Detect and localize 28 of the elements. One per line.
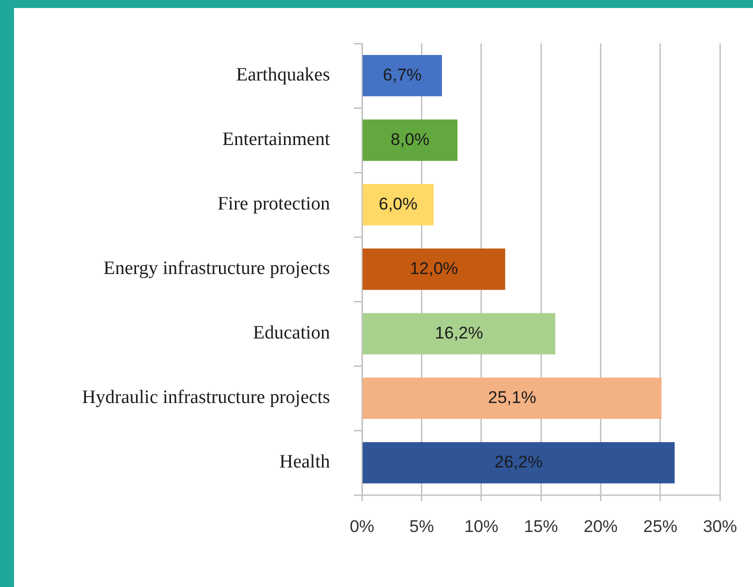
bar bbox=[362, 313, 556, 354]
y-tick-label: Energy infrastructure projects bbox=[103, 258, 330, 280]
y-tick-label: Fire protection bbox=[218, 194, 330, 215]
x-tick-label: 30% bbox=[702, 516, 738, 536]
bar bbox=[362, 378, 662, 419]
data-label: 16,2% bbox=[434, 323, 484, 342]
y-tick-label: Education bbox=[252, 322, 330, 344]
data-label: 6,0% bbox=[378, 194, 418, 214]
data-label: 6,7% bbox=[382, 65, 422, 84]
x-tick-label: 20% bbox=[584, 516, 618, 536]
x-tick-label: 5% bbox=[409, 516, 434, 536]
x-tick-label: 15% bbox=[524, 516, 558, 536]
x-tick-label: 10% bbox=[464, 516, 498, 536]
y-tick-label: Health bbox=[279, 452, 330, 473]
data-label: 8,0% bbox=[390, 130, 430, 149]
y-tick-label: Earthquakes bbox=[236, 64, 330, 86]
bar bbox=[362, 120, 458, 161]
x-tick-label: 25% bbox=[643, 516, 678, 536]
data-label: 12,0% bbox=[410, 258, 458, 278]
bar bbox=[362, 55, 442, 96]
y-tick-label: Entertainment bbox=[222, 129, 331, 150]
data-label: 26,2% bbox=[494, 452, 543, 472]
data-label: 25,1% bbox=[488, 388, 536, 407]
bar bbox=[362, 248, 506, 290]
y-tick-label: Hydraulic infrastructure projects bbox=[82, 387, 330, 408]
bar bbox=[362, 442, 675, 484]
bar bbox=[362, 184, 434, 226]
x-tick-label: 0% bbox=[350, 516, 374, 536]
